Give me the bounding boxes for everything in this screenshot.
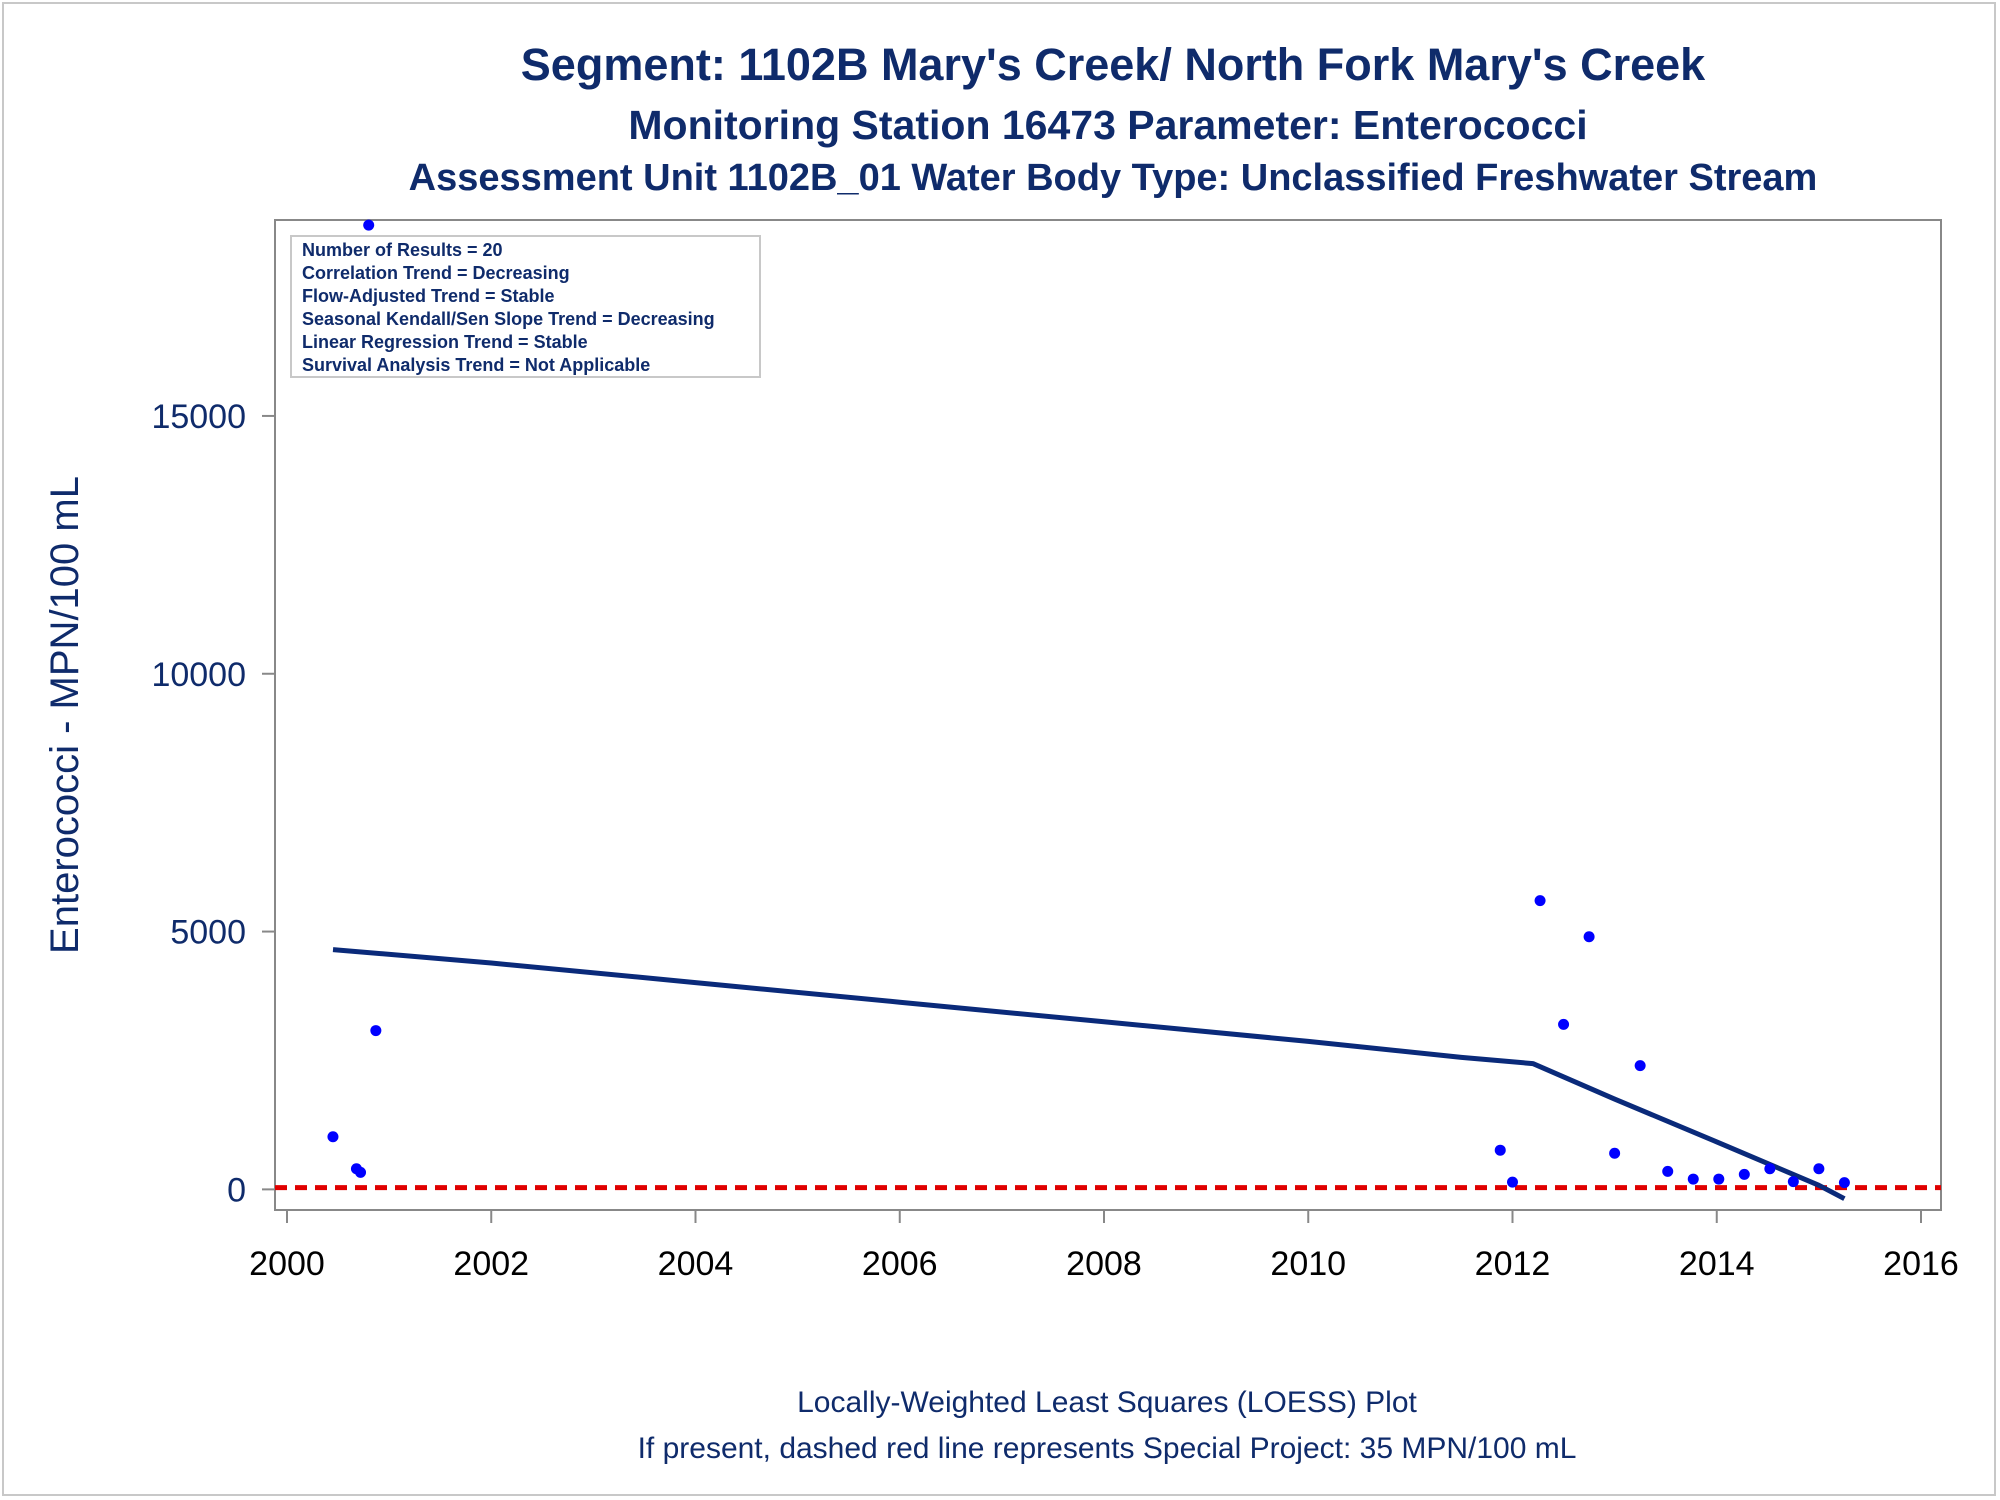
x-tick-label: 2006 [862, 1245, 938, 1283]
data-point [1787, 1176, 1799, 1188]
stats-number-of-results: Number of Results = 20 [302, 240, 503, 260]
data-point [1558, 1018, 1570, 1030]
data-point [1634, 1060, 1646, 1072]
loess-line [332, 947, 1846, 1201]
x-tick-label: 2002 [453, 1245, 529, 1283]
data-point [1813, 1163, 1825, 1175]
x-tick-label: 2014 [1679, 1245, 1755, 1283]
data-point [1838, 1177, 1850, 1189]
plot-area [274, 219, 1942, 1211]
x-tick-label: 2010 [1270, 1245, 1346, 1283]
data-point [1494, 1144, 1506, 1156]
x-tick-label: 2008 [1066, 1245, 1142, 1283]
y-tick-label: 0 [227, 1171, 246, 1209]
data-point [1583, 931, 1595, 943]
stats-linear-regression-trend: Linear Regression Trend = Stable [302, 332, 588, 352]
data-point [1609, 1147, 1621, 1159]
chart-title: Segment: 1102B Mary's Creek/ North Fork … [521, 39, 1706, 90]
stats-correlation-trend: Correlation Trend = Decreasing [302, 263, 570, 283]
footnote-reference-line: If present, dashed red line represents S… [638, 1432, 1577, 1465]
data-point [355, 1166, 367, 1178]
y-tick-label: 10000 [151, 656, 246, 694]
y-tick-label: 15000 [151, 398, 246, 436]
stats-seasonal-kendall-trend: Seasonal Kendall/Sen Slope Trend = Decre… [302, 309, 715, 329]
data-point [1507, 1176, 1518, 1188]
footnote-loess: Locally-Weighted Least Squares (LOESS) P… [797, 1386, 1417, 1419]
data-point [1534, 895, 1546, 907]
chart-subtitle: Monitoring Station 16473 Parameter: Ente… [628, 102, 1587, 148]
data-point [1713, 1173, 1725, 1185]
y-tick-label: 5000 [170, 914, 246, 952]
loess-line-group [332, 947, 1846, 1201]
y-axis: 0 5000 10000 15000 [151, 398, 275, 1209]
data-point [1764, 1163, 1776, 1175]
data-point [370, 1025, 382, 1037]
x-tick-label: 2016 [1883, 1245, 1959, 1283]
stats-flow-adjusted-trend: Flow-Adjusted Trend = Stable [302, 286, 555, 306]
data-points [327, 219, 1850, 1189]
data-point [363, 219, 375, 231]
x-tick-label: 2004 [658, 1245, 734, 1283]
data-point [1687, 1173, 1699, 1185]
chart-assessment-line: Assessment Unit 1102B_01 Water Body Type… [409, 157, 1818, 199]
data-point [327, 1131, 339, 1143]
data-point [1738, 1168, 1750, 1180]
data-point [1662, 1165, 1674, 1177]
x-tick-label: 2000 [249, 1245, 325, 1283]
stats-survival-analysis-trend: Survival Analysis Trend = Not Applicable [302, 355, 650, 375]
x-tick-label: 2012 [1475, 1245, 1551, 1283]
stats-box [290, 235, 761, 378]
x-axis: 2000 2002 2004 2006 2008 2010 2012 2014 2016 [249, 1210, 1959, 1283]
y-axis-label: Enterococci - MPN/100 mL [43, 476, 87, 954]
